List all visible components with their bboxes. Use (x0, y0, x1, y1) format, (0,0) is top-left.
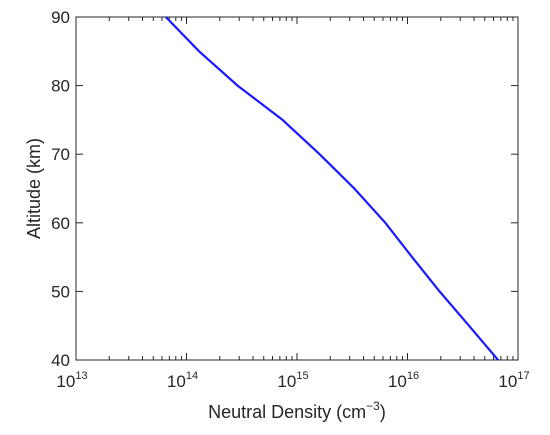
tick-labels: 1013 1014 1015 1016 1017 40 50 60 70 80 90 (51, 8, 530, 391)
series-line (165, 16, 499, 361)
tick-marks (75, 16, 519, 361)
x-tick-label: 1016 (388, 370, 419, 391)
x-axis-label: Neutral Density (cm−3) (208, 399, 386, 422)
plot-area (75, 16, 519, 361)
x-tick-label: 1017 (498, 370, 529, 391)
y-tick-label: 60 (51, 214, 70, 233)
x-tick-label: 1014 (167, 370, 198, 391)
y-tick-label: 40 (51, 351, 70, 370)
y-tick-label: 70 (51, 145, 70, 164)
y-tick-label: 90 (51, 8, 70, 27)
x-tick-label: 1013 (56, 370, 87, 391)
y-axis-label: Altitude (km) (24, 138, 44, 239)
y-tick-label: 50 (51, 282, 70, 301)
x-tick-label: 1015 (277, 370, 308, 391)
y-tick-label: 80 (51, 77, 70, 96)
